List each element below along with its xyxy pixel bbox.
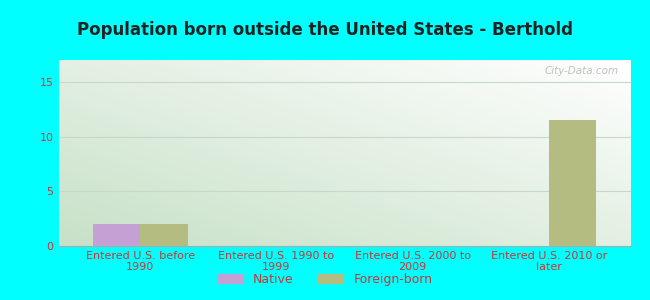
Bar	[92, 224, 140, 246]
Bar	[140, 224, 188, 246]
Text: Population born outside the United States - Berthold: Population born outside the United State…	[77, 21, 573, 39]
Legend: Native, Foreign-born: Native, Foreign-born	[213, 268, 437, 291]
Bar	[549, 120, 597, 246]
Text: City-Data.com: City-Data.com	[545, 66, 619, 76]
